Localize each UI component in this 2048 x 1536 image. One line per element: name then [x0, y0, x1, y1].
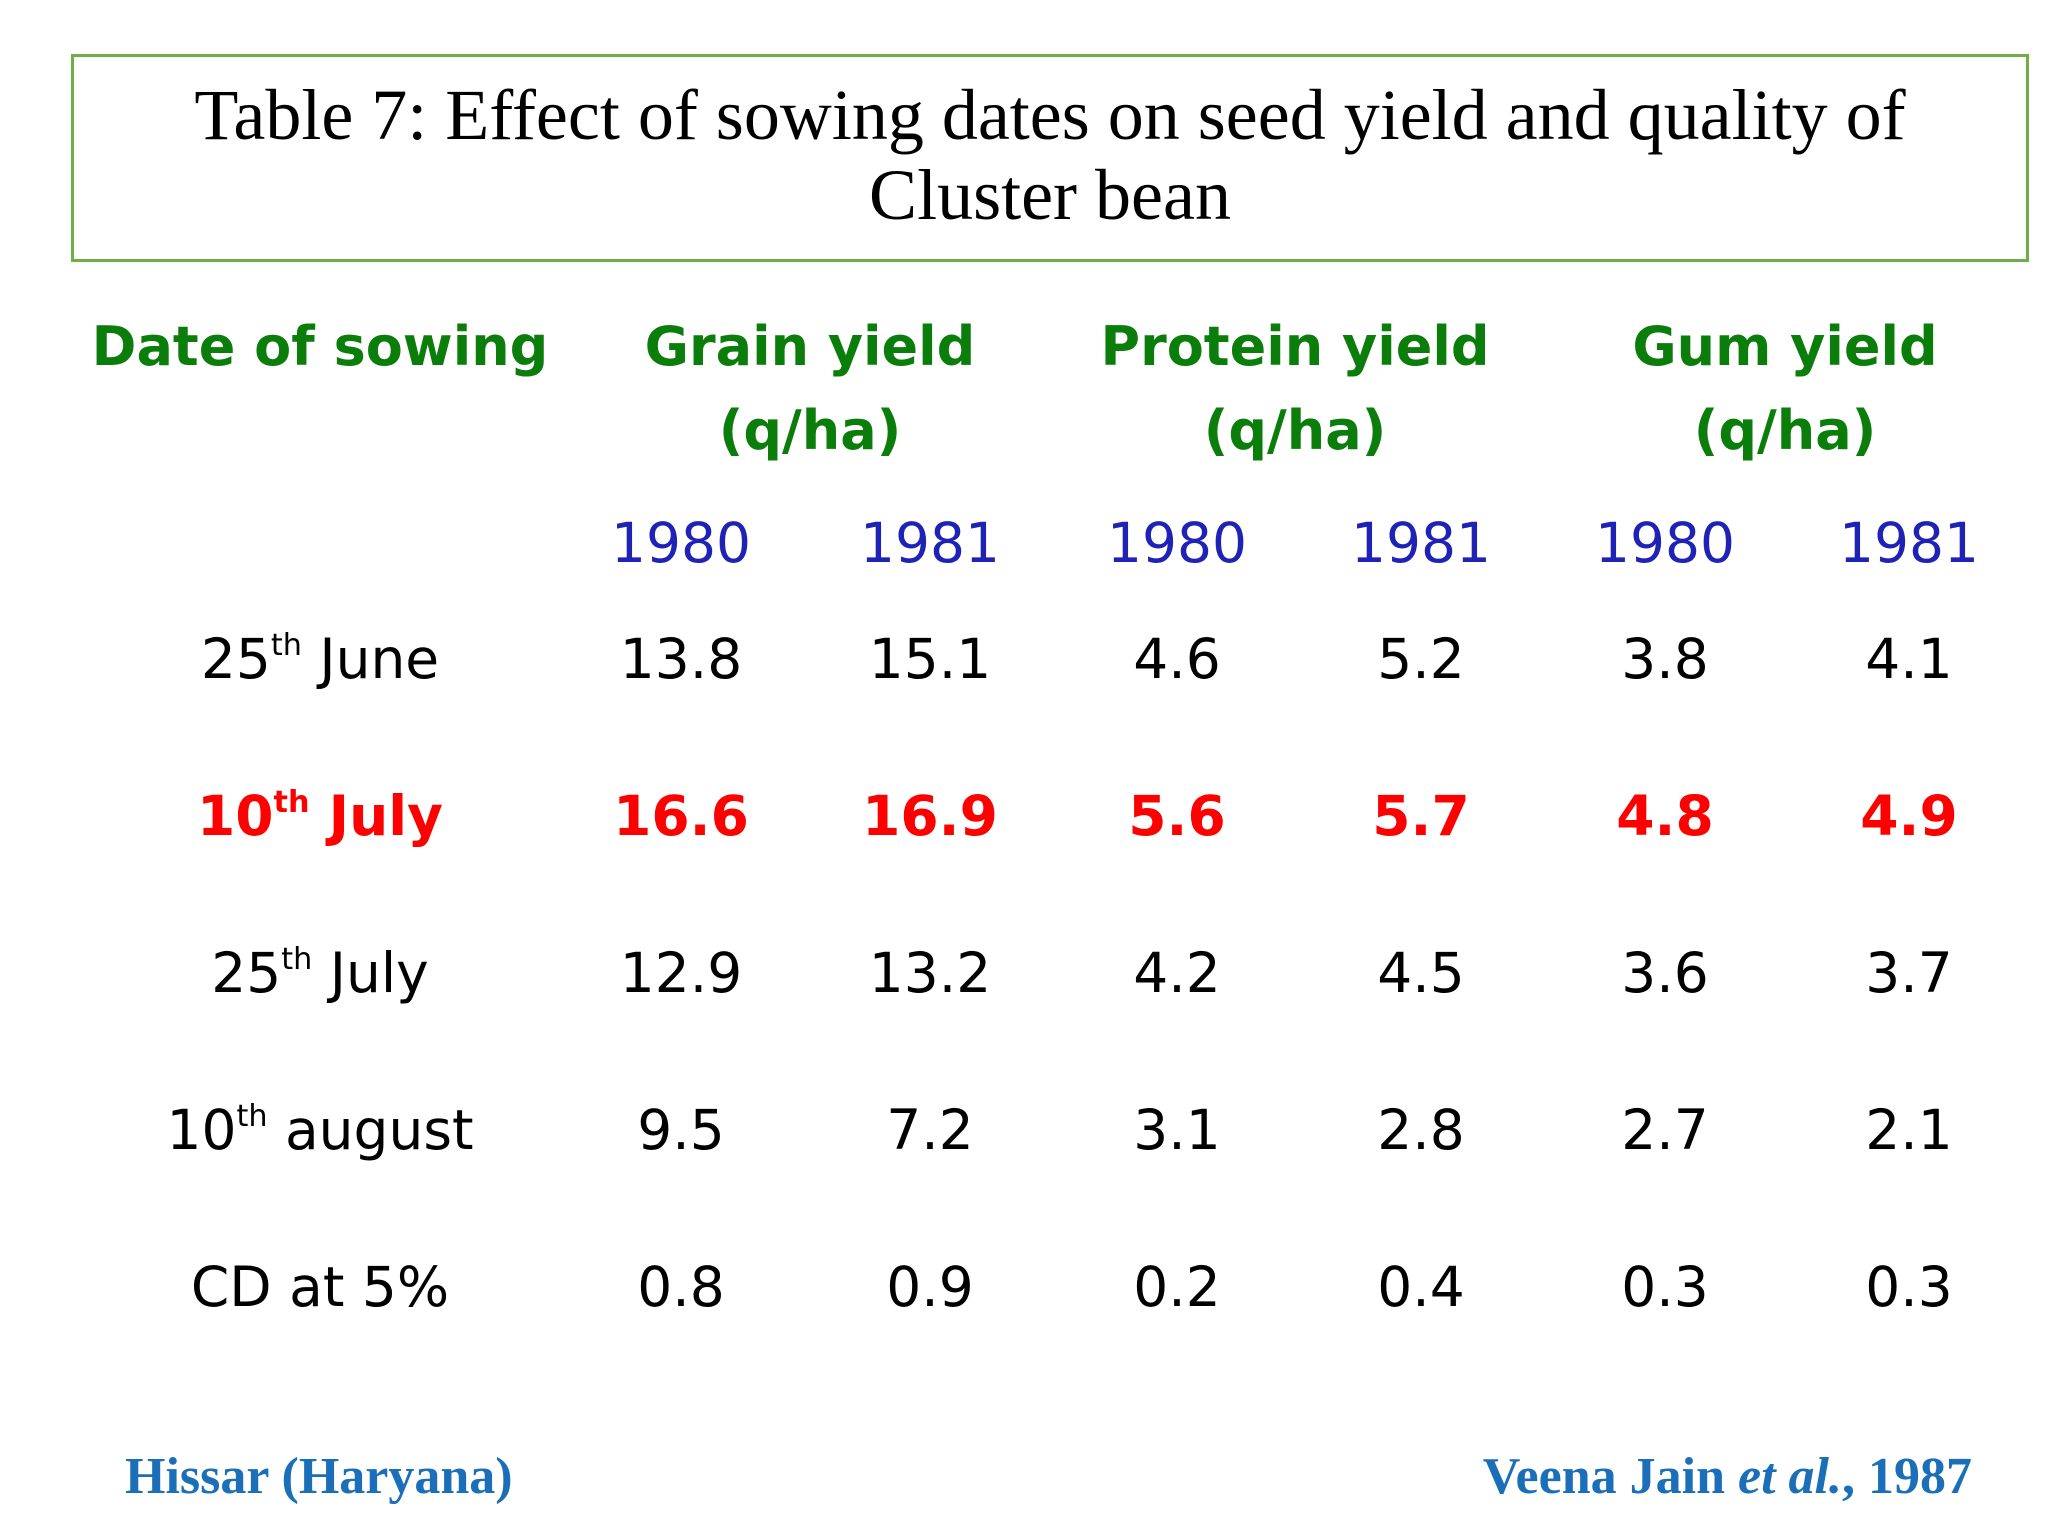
row-label-day: CD at 5%: [190, 1255, 450, 1319]
table-cell: 2.7: [1621, 1098, 1709, 1162]
table-cell: 0.4: [1377, 1255, 1465, 1319]
table-cell: 0.3: [1865, 1255, 1953, 1319]
table-cell: 4.9: [1860, 784, 1958, 848]
table-cell: 2.8: [1377, 1098, 1465, 1162]
header-protein-yield: Protein yield (q/ha): [1040, 305, 1550, 473]
year-header: 1980: [611, 511, 751, 575]
row-label: 25th June: [110, 624, 530, 694]
table-cell: 13.2: [868, 941, 992, 1005]
citation-author: Veena Jain: [1482, 1448, 1739, 1505]
title-line-2: Cluster bean: [869, 155, 1231, 235]
footer-citation: Veena Jain et al., 1987: [1483, 1445, 1972, 1509]
table-cell: 12.9: [619, 941, 743, 1005]
table-cell: 4.1: [1865, 627, 1953, 691]
table-cell: 3.1: [1133, 1098, 1221, 1162]
row-label: 10th July: [110, 781, 530, 851]
row-label-suffix: th: [273, 785, 310, 821]
row-label-month: July: [309, 784, 444, 848]
table-cell: 3.6: [1621, 941, 1709, 1005]
header-grain-yield-unit: (q/ha): [718, 399, 902, 462]
table-cell: 3.7: [1865, 941, 1953, 1005]
year-header: 1981: [860, 511, 1000, 575]
row-label-day: 25: [200, 627, 271, 691]
table-cell: 16.9: [862, 784, 998, 848]
row-label: 10th august: [110, 1095, 530, 1165]
table-cell: 16.6: [613, 784, 749, 848]
row-label-month: august: [267, 1098, 474, 1162]
header-gum-yield: Gum yield (q/ha): [1530, 305, 2040, 473]
year-header: 1980: [1595, 511, 1735, 575]
header-protein-yield-name: Protein yield: [1100, 315, 1490, 378]
table-title: Table 7: Effect of sowing dates on seed …: [74, 75, 2026, 235]
row-label-day: 10: [196, 784, 274, 848]
table-cell: 0.2: [1133, 1255, 1221, 1319]
table-cell: 0.3: [1621, 1255, 1709, 1319]
header-grain-yield: Grain yield (q/ha): [560, 305, 1060, 473]
year-header: 1980: [1107, 511, 1247, 575]
year-header: 1981: [1351, 511, 1491, 575]
row-label-month: June: [301, 627, 440, 691]
citation-etal: et al.: [1738, 1448, 1842, 1505]
row-label-suffix: th: [270, 628, 302, 664]
table-cell: 0.8: [637, 1255, 725, 1319]
header-gum-yield-unit: (q/ha): [1693, 399, 1877, 462]
header-gum-yield-name: Gum yield: [1632, 315, 1938, 378]
table-cell: 5.6: [1128, 784, 1226, 848]
table-cell: 5.2: [1377, 627, 1465, 691]
row-label: CD at 5%: [110, 1252, 530, 1322]
table-cell: 4.2: [1133, 941, 1221, 1005]
citation-year: , 1987: [1842, 1448, 1972, 1505]
header-protein-yield-unit: (q/ha): [1203, 399, 1387, 462]
table-cell: 0.9: [886, 1255, 974, 1319]
title-line-1: Table 7: Effect of sowing dates on seed …: [194, 75, 1906, 155]
header-grain-yield-name: Grain yield: [644, 315, 976, 378]
table-cell: 3.8: [1621, 627, 1709, 691]
table-cell: 4.8: [1616, 784, 1714, 848]
header-date-of-sowing: Date of sowing: [91, 315, 549, 378]
table-cell: 2.1: [1865, 1098, 1953, 1162]
table-cell: 9.5: [637, 1098, 725, 1162]
table-cell: 5.7: [1372, 784, 1470, 848]
year-header: 1981: [1839, 511, 1979, 575]
row-label-suffix: th: [236, 1099, 268, 1135]
row-label-day: 25: [211, 941, 282, 1005]
table-cell: 4.5: [1377, 941, 1465, 1005]
table-cell: 7.2: [886, 1098, 974, 1162]
row-label-day: 10: [166, 1098, 237, 1162]
row-label-suffix: th: [281, 942, 313, 978]
table-cell: 4.6: [1133, 627, 1221, 691]
table-cell: 15.1: [868, 627, 992, 691]
row-label-month: July: [312, 941, 429, 1005]
footer-location: Hissar (Haryana): [125, 1448, 513, 1505]
title-box: Table 7: Effect of sowing dates on seed …: [71, 54, 2029, 262]
row-label: 25th July: [110, 938, 530, 1008]
table-cell: 13.8: [619, 627, 743, 691]
